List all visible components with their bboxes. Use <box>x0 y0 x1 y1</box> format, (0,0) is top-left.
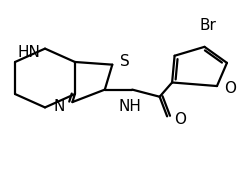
Text: N: N <box>54 99 65 114</box>
Text: S: S <box>120 54 130 69</box>
Text: Br: Br <box>200 18 217 33</box>
Text: O: O <box>225 81 236 96</box>
Text: HN: HN <box>17 45 40 60</box>
Text: NH: NH <box>118 98 141 113</box>
Text: O: O <box>175 111 186 127</box>
